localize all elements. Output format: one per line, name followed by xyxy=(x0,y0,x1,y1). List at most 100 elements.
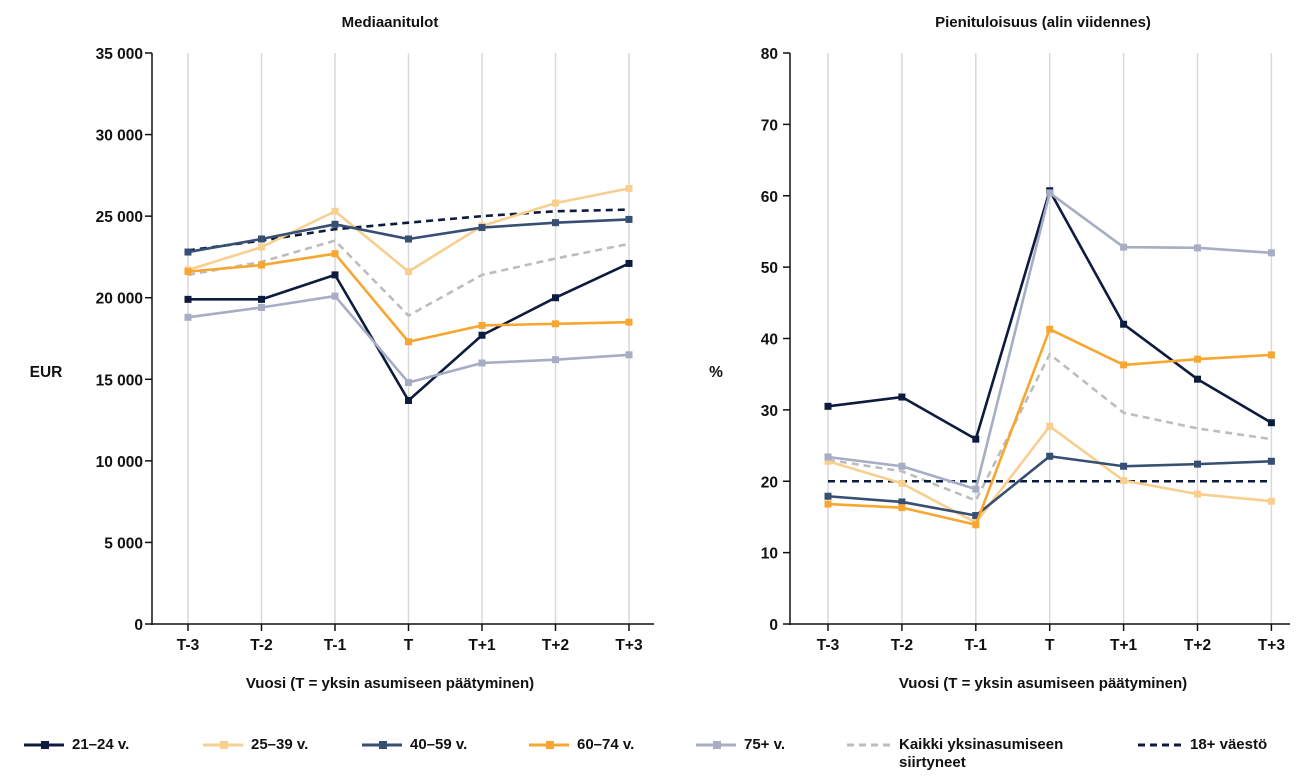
x-tick-label: T-1 xyxy=(965,637,988,654)
y-axis-label: % xyxy=(709,364,723,381)
data-point xyxy=(405,396,412,404)
y-tick-label: 20 xyxy=(761,474,778,491)
y-tick-label: 15 000 xyxy=(96,372,143,389)
y-tick-label: 10 000 xyxy=(96,454,143,471)
data-point xyxy=(331,207,339,215)
x-tick-label: T+3 xyxy=(1258,637,1286,654)
x-tick-label: T+2 xyxy=(542,637,569,654)
data-point xyxy=(972,485,980,493)
data-point xyxy=(1194,460,1201,468)
data-point xyxy=(478,224,486,232)
data-point xyxy=(898,504,906,512)
series-line xyxy=(827,352,1272,502)
data-point xyxy=(1267,351,1275,359)
x-axis-label: Vuosi (T = yksin asumiseen päätyminen) xyxy=(899,675,1187,692)
data-point xyxy=(331,250,339,258)
x-tick-label: T-3 xyxy=(817,637,840,654)
data-point xyxy=(258,243,265,251)
data-point xyxy=(625,351,633,359)
data-point xyxy=(1046,189,1054,197)
data-point xyxy=(258,261,265,269)
data-point xyxy=(625,184,633,192)
data-point xyxy=(824,402,832,410)
data-point xyxy=(972,521,980,529)
data-point xyxy=(1267,497,1275,505)
data-point xyxy=(331,292,339,300)
data-point xyxy=(1267,457,1275,465)
x-tick-label: T+1 xyxy=(468,637,496,654)
x-axis-label: Vuosi (T = yksin asumiseen päätyminen) xyxy=(246,675,534,692)
data-point xyxy=(625,259,633,267)
series-75-v xyxy=(184,292,633,387)
x-tick-label: T+2 xyxy=(1184,637,1211,654)
data-point xyxy=(1120,320,1128,328)
y-tick-label: 35 000 xyxy=(96,46,143,63)
data-point xyxy=(1194,355,1201,363)
low-income-chart: 0 10 20 30 40 50 60 70 80 T-3 T-2 T-1 T T+1 T+2 T+3 Pien… xyxy=(709,14,1290,692)
y-tick-label: 25 000 xyxy=(96,209,143,226)
y-tick-label: 80 xyxy=(761,46,778,63)
data-point xyxy=(1046,422,1054,430)
data-point xyxy=(552,356,559,364)
data-point xyxy=(824,453,832,461)
series-21-24-v xyxy=(184,259,633,404)
x-tick-label: T-2 xyxy=(250,637,272,654)
y-tick-label: 30 000 xyxy=(96,128,143,145)
x-tick-label: T+3 xyxy=(615,637,643,654)
data-point xyxy=(898,462,906,470)
data-point xyxy=(258,304,265,312)
data-point xyxy=(184,268,192,276)
data-point xyxy=(1194,244,1201,252)
median-income-chart: 0 5 000 10 000 15 000 20 000 25 000 30 000 35 0… xyxy=(30,14,654,692)
y-axis-label: EUR xyxy=(30,364,63,381)
data-point xyxy=(1194,375,1201,383)
y-tick-label: 20 000 xyxy=(96,291,143,308)
x-tick-label: T-1 xyxy=(324,637,347,654)
y-tick-label: 30 xyxy=(761,403,778,420)
data-point xyxy=(1046,325,1054,333)
series-60-74-v xyxy=(824,325,1275,529)
data-point xyxy=(258,295,265,303)
series-75-v xyxy=(824,189,1275,493)
data-point xyxy=(405,235,412,243)
y-tick-label: 0 xyxy=(769,617,778,634)
data-point xyxy=(552,294,559,302)
data-point xyxy=(824,500,832,508)
data-point xyxy=(1120,361,1128,369)
data-point xyxy=(258,235,265,243)
data-point xyxy=(552,199,559,207)
x-tick-label: T+1 xyxy=(1110,637,1138,654)
data-point xyxy=(184,313,192,321)
data-point xyxy=(478,331,486,339)
data-point xyxy=(1267,249,1275,257)
data-point xyxy=(331,220,339,228)
data-point xyxy=(552,219,559,227)
data-point xyxy=(972,435,980,443)
series-kaikki-yksinasumiseen-siirtyneet xyxy=(827,352,1272,502)
x-tick-label: T xyxy=(404,637,414,654)
data-point xyxy=(898,479,906,487)
data-point xyxy=(405,338,412,346)
data-point xyxy=(405,268,412,276)
data-point xyxy=(824,492,832,500)
y-tick-label: 5 000 xyxy=(104,535,143,552)
data-point xyxy=(331,271,339,279)
data-point xyxy=(478,359,486,367)
data-point xyxy=(1267,419,1275,427)
data-point xyxy=(1120,477,1128,485)
data-point xyxy=(625,318,633,326)
y-tick-label: 10 xyxy=(761,546,778,563)
x-tick-label: T-2 xyxy=(891,637,913,654)
y-tick-label: 50 xyxy=(761,260,778,277)
data-point xyxy=(898,393,906,401)
x-tick-label: T xyxy=(1045,637,1055,654)
y-tick-label: 40 xyxy=(761,332,778,349)
y-tick-label: 60 xyxy=(761,189,778,206)
data-point xyxy=(1046,452,1054,460)
chart-title: Pienituloisuus (alin viidennes) xyxy=(935,14,1151,31)
data-point xyxy=(1120,462,1128,470)
data-point xyxy=(824,457,832,465)
y-tick-label: 70 xyxy=(761,117,778,134)
data-point xyxy=(1120,243,1128,251)
data-point xyxy=(184,248,192,256)
